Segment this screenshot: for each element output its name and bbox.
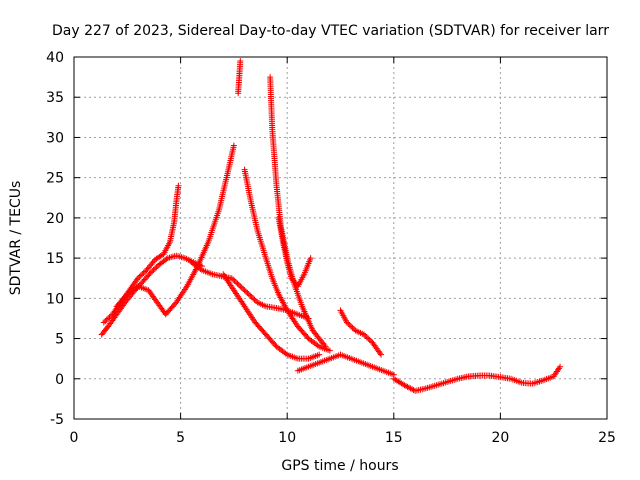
grid-lines: [74, 57, 607, 419]
y-tick-label: 25: [46, 171, 64, 187]
data-point: [152, 265, 159, 272]
data-point: [251, 296, 258, 303]
x-tick-label: 10: [278, 430, 296, 446]
data-point: [134, 275, 141, 282]
series-arc-4: [188, 259, 312, 322]
data-point: [106, 314, 113, 321]
y-tick-label: 35: [46, 90, 64, 106]
x-tick-label: 20: [491, 430, 509, 446]
data-point: [153, 264, 160, 271]
series-arc-7: [267, 74, 329, 350]
data-point: [231, 277, 238, 284]
data-point: [247, 292, 254, 299]
data-point: [240, 285, 247, 292]
data-point: [146, 270, 153, 277]
y-tick-label: 20: [46, 211, 64, 227]
data-point: [234, 280, 241, 287]
data-point: [103, 316, 110, 323]
data-point: [137, 272, 144, 279]
y-tick-label: 10: [46, 291, 64, 307]
data-point: [105, 315, 112, 322]
y-tick-label: 15: [46, 251, 64, 267]
data-point: [140, 269, 147, 276]
data-point: [349, 324, 356, 331]
data-point: [100, 319, 107, 326]
series-arc-2: [100, 182, 182, 326]
data-point: [343, 319, 350, 326]
data-point: [230, 142, 237, 149]
data-point: [363, 334, 370, 341]
data-point: [557, 363, 564, 370]
x-tick-label: 25: [598, 430, 616, 446]
data-point: [321, 342, 328, 349]
y-axis-label: SDTVAR / TECUs: [8, 181, 24, 296]
data-point: [360, 331, 367, 338]
data-point: [351, 326, 358, 333]
data-point: [175, 182, 182, 189]
data-point: [237, 283, 244, 290]
data-point: [362, 332, 369, 339]
data-point: [149, 268, 156, 275]
series-arc-5: [220, 271, 323, 362]
data-point: [345, 320, 352, 327]
y-tick-label: 40: [46, 50, 64, 66]
data-point: [242, 288, 249, 295]
y-tick-label: 30: [46, 130, 64, 146]
data-point: [322, 343, 329, 350]
data-point: [241, 287, 248, 294]
data-point: [142, 268, 149, 275]
data-point: [102, 318, 109, 325]
series-arc-8: [275, 214, 314, 290]
data-point: [346, 322, 353, 329]
series-arc-12: [390, 363, 564, 394]
data-point: [326, 347, 333, 354]
data-point: [307, 255, 314, 262]
data-point: [238, 284, 245, 291]
data-point: [235, 281, 242, 288]
series-arc-10: [294, 351, 397, 378]
series-arc-9: [235, 58, 244, 97]
series-arc-3: [113, 142, 237, 318]
data-point: [139, 271, 146, 278]
y-axis-ticks: -5 0 5 10 15 20 25 30 35 40: [46, 50, 607, 428]
x-axis-label: GPS time / hours: [281, 458, 398, 474]
data-point: [233, 279, 240, 286]
data-point: [244, 289, 251, 296]
series-arc-11: [337, 307, 385, 358]
data-point: [136, 273, 143, 280]
y-tick-label: 5: [55, 332, 64, 348]
data-point: [163, 256, 170, 263]
data-point: [147, 269, 154, 276]
series-arc-6: [241, 166, 333, 354]
x-axis-ticks: 0 5 10 15 20 25: [70, 57, 616, 446]
data-point: [366, 336, 373, 343]
data-point: [348, 323, 355, 330]
data-point: [228, 275, 235, 282]
data-points: [98, 58, 564, 394]
data-point: [230, 276, 237, 283]
data-point: [250, 295, 257, 302]
data-point: [248, 293, 255, 300]
x-tick-label: 5: [176, 430, 185, 446]
data-point: [150, 266, 157, 273]
y-tick-label: -5: [50, 412, 64, 428]
data-point: [316, 351, 323, 358]
x-tick-label: 15: [385, 430, 403, 446]
chart-title: Day 227 of 2023, Sidereal Day-to-day VTE…: [52, 23, 609, 39]
plot-frame: [73, 56, 608, 420]
x-tick-label: 0: [70, 430, 79, 446]
data-point: [378, 351, 385, 358]
data-point: [245, 291, 252, 298]
data-point: [365, 335, 372, 342]
y-tick-label: 0: [55, 372, 64, 388]
data-point: [252, 298, 259, 305]
data-point: [237, 58, 244, 65]
